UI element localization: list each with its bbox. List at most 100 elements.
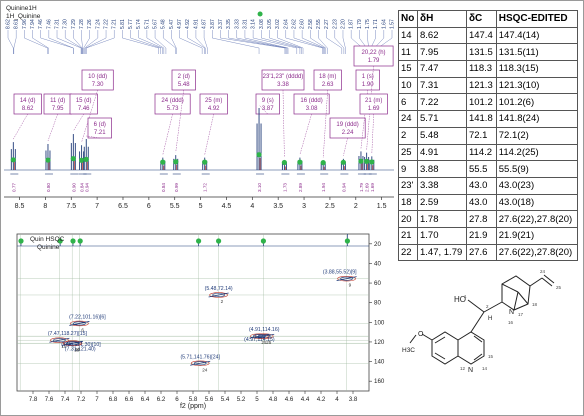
- table-row: 18 2.59 43.0 43.0(18): [398, 193, 579, 212]
- peak-list-value: 1.71: [373, 19, 379, 29]
- hsqc-cross-peak: 25(4.97,114.15): [244, 333, 275, 345]
- multiplet-shift: 3.87: [262, 106, 274, 112]
- hsqc-peak-number: 10: [75, 347, 81, 352]
- nmr-spectrum-panel: Quinine1H 1H_Quinine 8.62 8.61 7.96 7.94 7.4…: [4, 5, 396, 410]
- multiplet-name: 2 (d): [178, 74, 190, 80]
- peak-leader-line: [138, 30, 163, 54]
- cell-no: 21: [398, 226, 418, 245]
- peak-list-value: 4.97: [177, 19, 183, 29]
- peak-list-value: 7.22: [104, 19, 110, 29]
- assignment-table-container: No δH δC HSQC-EDITED 14 8.62 147.4 147.4(14…: [398, 10, 579, 262]
- atom-label-1: 1: [464, 294, 467, 299]
- cell-delta-h: 5.48: [417, 126, 467, 145]
- peak-list-value: 2.64: [283, 19, 289, 29]
- peak-leader-line: [163, 30, 176, 54]
- peak-leader-line: [7, 30, 14, 54]
- hsqc-y-tick-label: 140: [374, 359, 385, 366]
- cell-no: 2: [398, 126, 418, 145]
- peak-list-value: 2.23: [332, 19, 338, 29]
- x-tick-label-1h: 7.5: [66, 203, 76, 210]
- multiplet-label: 11 (d) 7.95: [43, 93, 72, 142]
- multiplet-shift: 7.30: [92, 82, 104, 88]
- cell-no: 9: [398, 160, 418, 178]
- spectrum-peak: [45, 143, 51, 170]
- atom-label-15: 15: [488, 354, 494, 359]
- table-row: 20 1.78 27.8 27.6(22),27.8(20): [398, 210, 579, 228]
- hsqc-x-tick-label: 4.8: [269, 396, 278, 403]
- peak-leader-line: [228, 30, 287, 54]
- cell-delta-c: 101.2: [465, 93, 497, 112]
- peak-leader-line: [252, 30, 298, 54]
- x-tick-label-1h: 5.5: [170, 203, 180, 210]
- table-body: 14 8.62 147.4 147.4(14) 11 7.95 131.5 131.5(11)…: [398, 26, 579, 262]
- cell-delta-h: 3.38: [417, 176, 467, 195]
- cell-hsqc: 131.5(11): [495, 43, 579, 62]
- peak-list-value: 2.60: [300, 19, 306, 29]
- multiplet-shift: 3.08: [306, 106, 318, 112]
- multiplet-shift: 7.95: [52, 106, 64, 112]
- peak-list-value: 7.28: [79, 19, 85, 29]
- multiplet-label: 24 (ddd) 5.73: [154, 93, 191, 155]
- multiplet-name: 14 (d): [20, 98, 36, 104]
- multiplet-labels: 14 (d) 8.62 11 (d) 7.95 15 (d) 7.46 10 (dd) 7.3…: [13, 45, 394, 158]
- hsqc-cross-peak: 9 (3.88,55.52)[9]: [323, 270, 357, 288]
- hsqc-x-tick-label: 5: [255, 396, 259, 403]
- peak-list-value: 4.91: [193, 19, 199, 29]
- peak-marker: [173, 159, 179, 165]
- multiplet-shift: 3.38: [277, 82, 289, 88]
- multiplet-name: 19 (ddd): [336, 122, 358, 128]
- legend-1h-label-1: Quinine1H: [6, 5, 37, 12]
- cell-no: 23': [398, 176, 418, 195]
- atom-label-17: 17: [518, 312, 524, 317]
- atom-ho: HO: [454, 295, 466, 304]
- peak-marker: [79, 157, 85, 163]
- peak-leader-line: [195, 30, 206, 54]
- peak-leader-line: [277, 30, 304, 54]
- projection-marker: [57, 238, 63, 244]
- hsqc-plot-area: [16, 233, 370, 392]
- legend-1h-label-2: 1H_Quinine: [6, 13, 41, 20]
- x-tick-label-1h: 2: [354, 203, 358, 210]
- multiplet-name: 23'1,23" (dddd): [263, 74, 304, 80]
- peak-list-value: 7.24: [95, 19, 101, 29]
- peak-marker: [364, 158, 370, 164]
- atom-label-12: 12: [460, 366, 466, 371]
- cell-no: 10: [398, 76, 418, 95]
- peak-marker: [160, 159, 166, 165]
- peak-list-value: 2.20: [340, 19, 346, 29]
- cell-delta-h: 7.47: [417, 60, 467, 78]
- integral-value: 0.94: [84, 183, 89, 192]
- peak-leader-line: [84, 30, 99, 54]
- integral-value: 2.89: [298, 183, 303, 192]
- multiplet-label: 14 (d) 8.62: [13, 93, 42, 140]
- hsqc-x-tick-label: 3.8: [349, 396, 358, 403]
- cell-hsqc: 147.4(14): [495, 26, 579, 45]
- peak-leader-line: [187, 30, 205, 54]
- peak-list-value: 1.79: [357, 19, 363, 29]
- hsqc-y-tick-label: 60: [374, 280, 381, 287]
- peak-list-value: 3.08: [259, 19, 265, 29]
- cell-delta-c: 147.4: [465, 26, 497, 45]
- atom-h-1: H: [488, 316, 492, 322]
- peak-leader-line: [220, 30, 286, 54]
- cell-hsqc: 55.5(9): [495, 160, 579, 178]
- cell-no: 15: [398, 60, 418, 78]
- table-row: 9 3.88 55.5 55.5(9): [398, 160, 579, 178]
- hsqc-x-tick-label: 7: [95, 396, 99, 403]
- hsqc-cross-peak: 10(7.30,121.30)[10]: [61, 340, 101, 352]
- peak-list-value: 3.35: [226, 19, 232, 29]
- peak-leader-line: [85, 30, 107, 54]
- cell-no: 24: [398, 110, 418, 128]
- multiplet-label: 19 (ddd) 2.24: [329, 117, 366, 156]
- peak-leader-line: [318, 30, 328, 54]
- header-hsqc: HSQC-EDITED: [495, 10, 579, 28]
- multiplet-name: 6 (d): [94, 122, 106, 128]
- peak-list-value: 5.81: [120, 19, 126, 29]
- integral-value: 1.72: [203, 183, 208, 192]
- multiplet-shift: 1.69: [368, 106, 380, 112]
- multiplet-name: 16 (ddd): [300, 98, 322, 104]
- multiplet-shift: 2.24: [342, 130, 354, 136]
- peak-leader-line: [130, 30, 161, 54]
- cell-no: 14: [398, 26, 418, 45]
- x-tick-label-1h: 4.5: [222, 203, 232, 210]
